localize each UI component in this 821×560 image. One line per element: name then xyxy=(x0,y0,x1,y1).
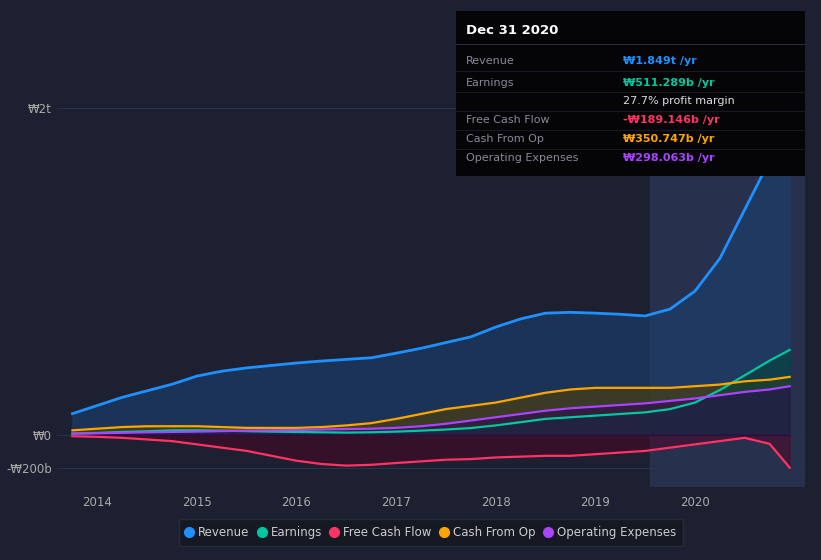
Legend: Revenue, Earnings, Free Cash Flow, Cash From Op, Operating Expenses: Revenue, Earnings, Free Cash Flow, Cash … xyxy=(179,519,683,547)
Text: Revenue: Revenue xyxy=(466,56,515,66)
Text: Free Cash Flow: Free Cash Flow xyxy=(466,115,550,125)
Text: ₩350.747b /yr: ₩350.747b /yr xyxy=(623,134,714,144)
Text: ₩298.063b /yr: ₩298.063b /yr xyxy=(623,153,715,163)
Text: Operating Expenses: Operating Expenses xyxy=(466,153,579,163)
Text: -₩189.146b /yr: -₩189.146b /yr xyxy=(623,115,720,125)
Text: ₩511.289b /yr: ₩511.289b /yr xyxy=(623,78,715,88)
Text: Earnings: Earnings xyxy=(466,78,515,88)
Text: 27.7% profit margin: 27.7% profit margin xyxy=(623,96,735,106)
Text: Cash From Op: Cash From Op xyxy=(466,134,544,144)
Text: Dec 31 2020: Dec 31 2020 xyxy=(466,25,558,38)
Bar xyxy=(650,67,805,487)
Text: ₩1.849t /yr: ₩1.849t /yr xyxy=(623,56,697,66)
